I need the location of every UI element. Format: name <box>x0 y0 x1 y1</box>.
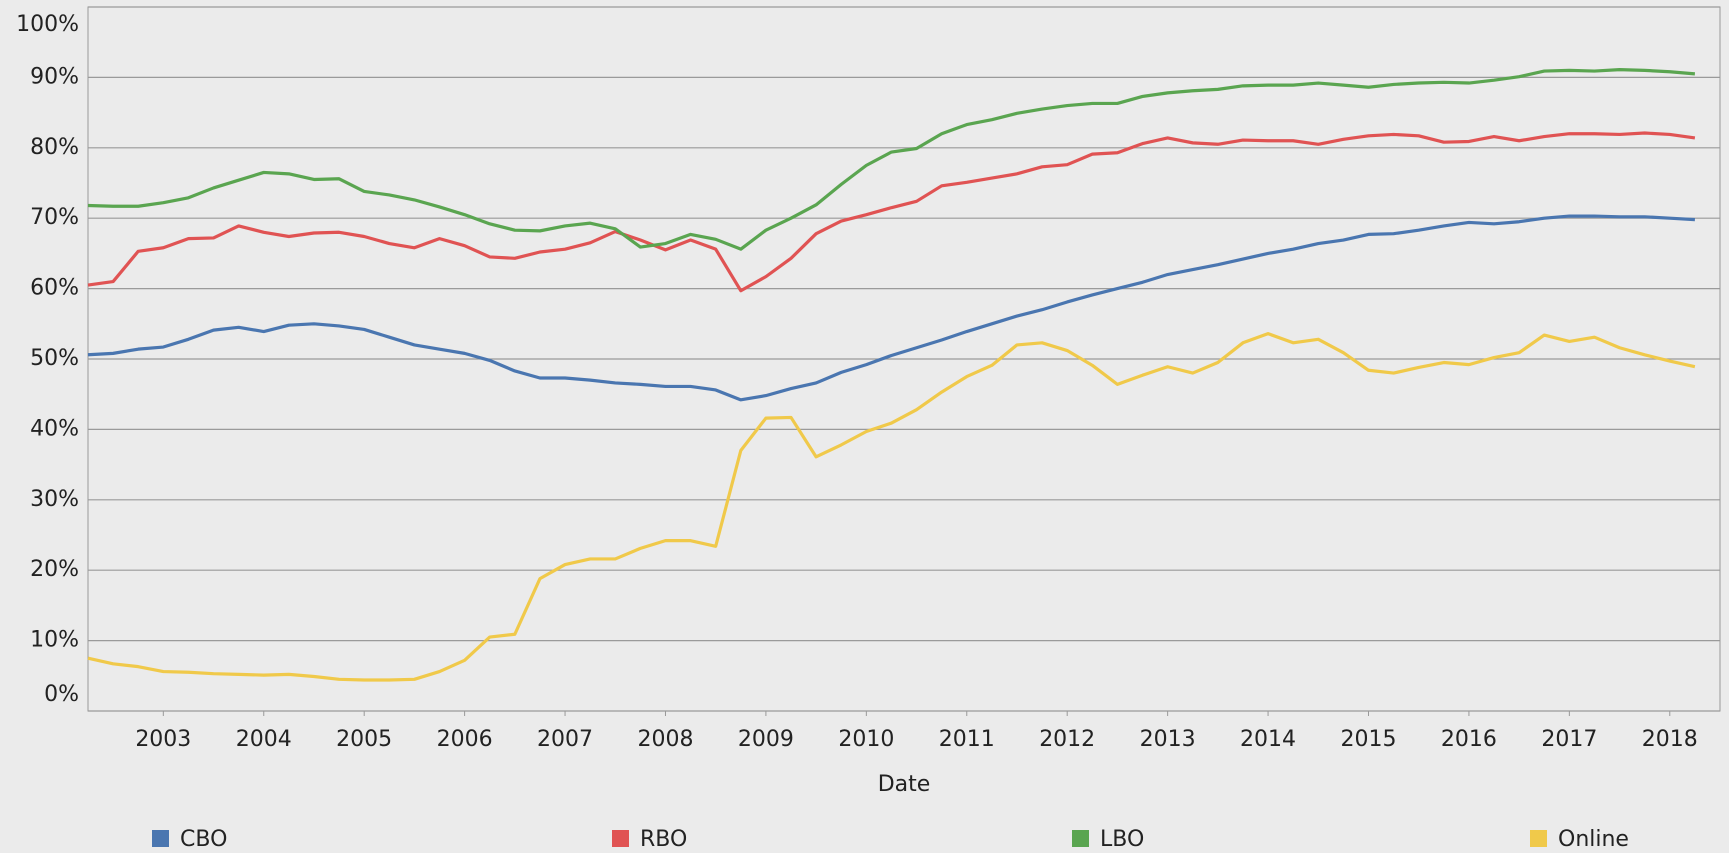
x-tick-label: 2017 <box>1541 727 1597 752</box>
x-tick-label: 2011 <box>939 727 995 752</box>
y-tick-label: 30% <box>30 487 79 512</box>
legend-swatch <box>152 830 169 847</box>
legend-swatch <box>1530 830 1547 847</box>
y-tick-label: 0% <box>44 682 79 707</box>
legend-label: LBO <box>1100 827 1144 852</box>
series-line <box>87 131 1696 293</box>
y-tick-label: 10% <box>30 628 79 653</box>
y-tick-label: 50% <box>30 346 79 371</box>
x-tick-label: 2003 <box>135 727 191 752</box>
x-tick-label: 2015 <box>1340 727 1396 752</box>
legend-swatch <box>1072 830 1089 847</box>
y-tick-label: 80% <box>30 135 79 160</box>
x-tick-label: 2007 <box>537 727 593 752</box>
y-tick-label: 60% <box>30 276 79 301</box>
x-tick-label: 2018 <box>1642 727 1698 752</box>
x-tick-label: 2008 <box>637 727 693 752</box>
legend-label: CBO <box>180 827 227 852</box>
series-line <box>87 214 1695 402</box>
series-line <box>87 68 1696 251</box>
legend-swatch <box>612 830 629 847</box>
x-tick-label: 2005 <box>336 727 392 752</box>
x-axis-label: Date <box>878 772 931 797</box>
y-tick-label: 100% <box>16 12 79 37</box>
legend-label: Online <box>1558 827 1629 852</box>
x-tick-label: 2010 <box>838 727 894 752</box>
x-tick-label: 2014 <box>1240 727 1296 752</box>
x-tick-label: 2009 <box>738 727 794 752</box>
x-tick-label: 2013 <box>1140 727 1196 752</box>
legend-label: RBO <box>640 827 687 852</box>
x-tick-label: 2006 <box>437 727 493 752</box>
x-tick-label: 2004 <box>236 727 292 752</box>
x-tick-label: 2012 <box>1039 727 1095 752</box>
series-line <box>87 332 1696 682</box>
y-tick-label: 70% <box>30 205 79 230</box>
y-tick-label: 90% <box>30 64 79 89</box>
y-tick-label: 20% <box>30 557 79 582</box>
x-tick-label: 2016 <box>1441 727 1497 752</box>
y-tick-label: 40% <box>30 416 79 441</box>
